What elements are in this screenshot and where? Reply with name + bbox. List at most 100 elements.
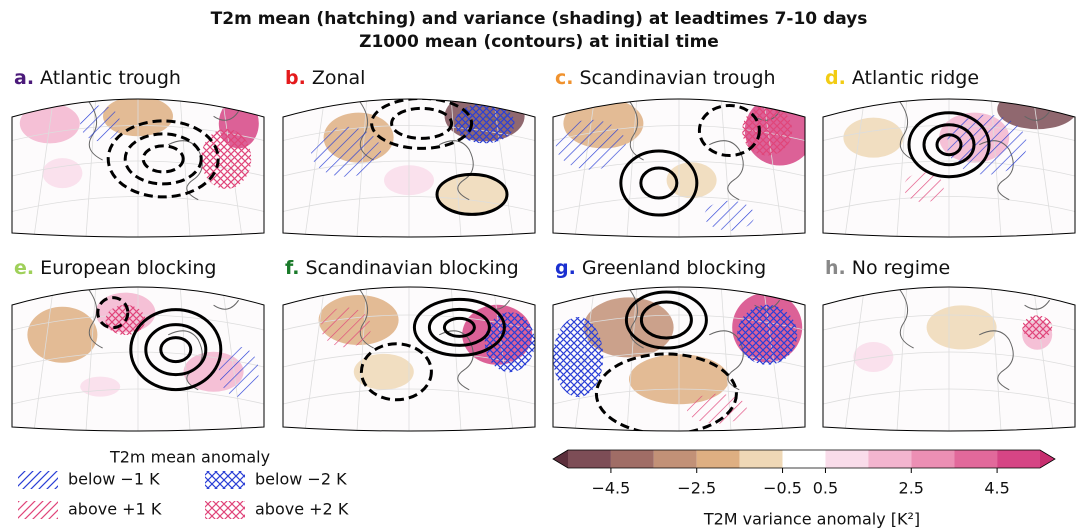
contour: [106, 119, 220, 199]
contour: [370, 99, 474, 150]
graticule: [823, 388, 1075, 405]
contour: [159, 336, 193, 364]
legend: below −1 K below −2 K above +1 K above +2 K: [18, 470, 349, 519]
contour: [412, 297, 506, 357]
map-frame: [552, 286, 806, 432]
colorbar-outline: [552, 449, 1056, 469]
graticule: [85, 287, 97, 431]
panel-letter: e.: [14, 257, 34, 279]
map-panel: [283, 287, 535, 431]
graticule: [553, 388, 805, 405]
contour: [624, 290, 708, 350]
panel-label: e. European blocking: [14, 257, 216, 279]
map-frame: [822, 98, 1076, 238]
hatching: [555, 119, 626, 170]
title-line: Z1000 mean (contours) at initial time: [359, 32, 719, 52]
contour: [619, 149, 699, 217]
contour: [907, 111, 991, 179]
colorbar-tick-label: 4.5: [984, 479, 1009, 498]
graticule: [844, 287, 866, 431]
graticule: [896, 287, 908, 431]
graticule: [12, 388, 264, 405]
panel-label: a. Atlantic trough: [14, 67, 181, 89]
contour: [442, 316, 476, 338]
panel-letter: h.: [825, 257, 846, 279]
panel-name: Scandinavian trough: [579, 67, 775, 89]
contour: [390, 106, 454, 140]
hatching: [737, 304, 798, 365]
shading: [926, 305, 997, 350]
contour: [639, 300, 693, 340]
legend-label: below −1 K: [68, 470, 160, 489]
hatching: [553, 317, 604, 397]
hatching: [218, 346, 259, 397]
map-frame: [11, 286, 265, 432]
legend-swatch: [18, 501, 58, 519]
panel-label: h. No regime: [825, 257, 950, 279]
panel-label: c. Scandinavian trough: [555, 67, 776, 89]
legend-label: below −2 K: [255, 470, 347, 489]
colorbar-bin: [610, 450, 654, 468]
colorbar-label: T2M variance anomaly [K²]: [703, 510, 920, 529]
colorbar-tick-label: −0.5: [763, 479, 802, 498]
contour: [697, 104, 761, 157]
graticule: [844, 99, 866, 237]
legend-label: above +1 K: [68, 500, 162, 519]
hatching: [454, 103, 515, 144]
colorbar-tick-label: −4.5: [591, 479, 630, 498]
colorbar-tick-label: 0.5: [813, 479, 838, 498]
panel-label: b. Zonal: [285, 67, 365, 89]
coastline: [87, 287, 240, 391]
map-panel: [553, 287, 805, 431]
hatching: [1022, 315, 1053, 340]
title-line: T2m mean (hatching) and variance (shadin…: [211, 9, 868, 29]
legend-swatch: [205, 501, 245, 519]
contour: [594, 352, 738, 431]
hatching: [903, 172, 944, 203]
panel-name: No regime: [852, 257, 951, 279]
colorbar-bin: [868, 450, 912, 468]
panel-name: Atlantic ridge: [852, 67, 979, 89]
graticule: [450, 287, 462, 431]
shading: [843, 117, 904, 158]
panel-letter: c.: [555, 67, 573, 89]
graticule: [1032, 99, 1054, 237]
graticule: [179, 287, 191, 431]
panel-label: f. Scandinavian blocking: [285, 257, 519, 279]
colorbar-bin: [911, 450, 955, 468]
legend-label: above +2 K: [255, 500, 349, 519]
shading: [80, 376, 121, 397]
shading: [42, 158, 83, 189]
colorbar-bin: [696, 450, 740, 468]
colorbar-bin: [825, 450, 869, 468]
map-frame: [11, 98, 265, 238]
hatching: [484, 312, 535, 373]
hatching: [946, 114, 1027, 175]
graticule: [990, 287, 1002, 431]
colorbar-bin: [653, 450, 697, 468]
panel-name: European blocking: [40, 257, 216, 279]
graticule: [823, 351, 1075, 368]
contour: [96, 296, 130, 330]
graticule: [896, 99, 908, 237]
graticule: [179, 99, 191, 237]
colorbar-bin: [954, 450, 998, 468]
graticule: [283, 160, 535, 177]
contour: [144, 323, 208, 377]
colorbar-bin: [997, 450, 1040, 468]
shading: [353, 353, 414, 390]
graticule: [33, 99, 55, 237]
graticule: [33, 287, 55, 431]
colorbar-extend: [1040, 450, 1055, 468]
map-frame: [552, 98, 806, 238]
panel-name: Zonal: [312, 67, 366, 89]
contour: [935, 133, 963, 157]
panel-letter: a.: [14, 67, 34, 89]
contour: [123, 132, 203, 186]
contour: [427, 307, 491, 347]
hatching: [80, 105, 121, 142]
colorbar: −4.5 −2.5 −0.5 0.5 2.5 4.5: [552, 449, 1056, 498]
panel-label: d. Atlantic ridge: [825, 67, 979, 89]
legend-swatch: [205, 471, 245, 489]
